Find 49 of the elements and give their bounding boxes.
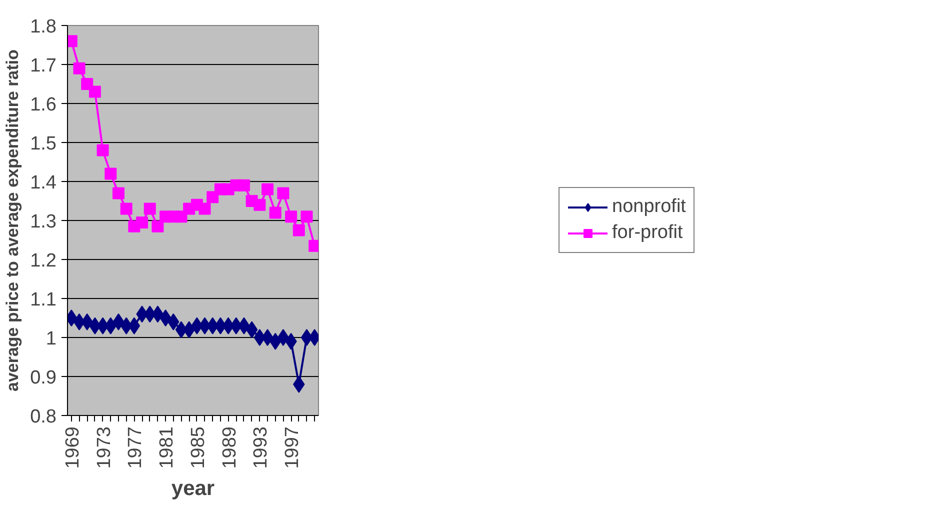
x-tick-label: 1969 — [62, 426, 84, 469]
point — [96, 317, 109, 334]
x-tick-label: 1973 — [94, 426, 115, 469]
point — [238, 179, 250, 192]
x-tick-label: 1989 — [219, 426, 240, 469]
point — [269, 206, 282, 219]
point — [136, 216, 148, 228]
x-tick-label: 1985 — [188, 426, 209, 469]
point — [73, 62, 86, 74]
x-tick-label: 1977 — [125, 426, 146, 469]
point — [128, 317, 140, 334]
point — [160, 310, 172, 326]
y-tick-label: 0.9 — [30, 368, 57, 388]
point — [120, 202, 132, 215]
x-tick-label: 1993 — [250, 426, 272, 469]
point — [292, 224, 305, 236]
point — [198, 202, 211, 215]
y-tick-label: 1.8 — [30, 16, 57, 38]
point — [112, 187, 124, 200]
y-tick-label: 1 — [46, 328, 57, 350]
y-tick-label: 1.2 — [30, 250, 57, 272]
point — [222, 317, 234, 334]
point — [246, 321, 258, 338]
x-axis-title: year — [171, 476, 215, 500]
y-tick-label: 1.4 — [30, 172, 57, 194]
y-tick-label: 1.1 — [30, 290, 57, 310]
point — [96, 144, 109, 156]
point — [300, 210, 313, 223]
x-tick-label: 1997 — [282, 426, 304, 469]
point — [144, 202, 156, 215]
legend-label: nonprofit — [612, 196, 686, 218]
y-tick-label: 0.8 — [30, 406, 57, 428]
x-tick-label: 1981 — [156, 426, 178, 469]
y-tick-label: 1.7 — [30, 56, 57, 76]
point — [285, 210, 298, 223]
point — [152, 306, 164, 323]
point — [262, 183, 274, 196]
point — [88, 86, 101, 98]
point — [262, 329, 274, 346]
point — [277, 329, 290, 346]
y-axis-title: average price to average expenditure ratio — [3, 49, 22, 392]
point — [254, 198, 266, 211]
point — [104, 168, 117, 180]
y-tick-label: 1.3 — [30, 212, 57, 232]
legend-label: for-profit — [612, 222, 683, 244]
point — [152, 220, 164, 232]
y-tick-label: 1.5 — [30, 134, 57, 154]
y-tick-label: 1.6 — [30, 94, 57, 116]
point — [277, 187, 290, 200]
